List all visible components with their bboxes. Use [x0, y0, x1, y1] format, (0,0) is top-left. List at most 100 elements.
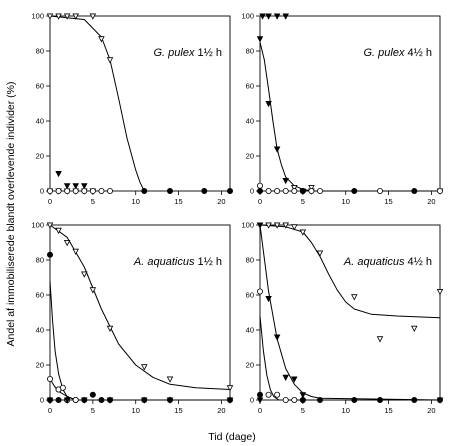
data-point-circle-filled — [141, 187, 148, 194]
data-point-circle-open — [72, 396, 79, 403]
x-tick-label: 15 — [384, 406, 392, 415]
data-point-circle-open — [265, 187, 272, 194]
data-point-circle-open — [55, 187, 62, 194]
fit-curve-circle-open — [259, 315, 440, 401]
panel-a-aquaticus-4-5h: 0 20 40 60 80 100 0 5 10 15 20 A. aquaticus 4½ h — [241, 221, 444, 415]
data-point-circle-open — [89, 187, 96, 194]
y-tick-label: 20 — [36, 361, 44, 370]
data-point-triangle-down-filled — [273, 13, 281, 20]
data-point-triangle-down-open — [411, 325, 418, 332]
data-point-circle-open — [291, 396, 298, 403]
data-point-circle-filled — [299, 187, 306, 194]
data-point-circle-filled — [411, 187, 418, 194]
data-point-triangle-down-filled — [282, 178, 289, 185]
data-point-circle-filled — [256, 391, 263, 398]
data-point-triangle-down-open — [89, 287, 97, 294]
data-point-triangle-down-filled — [63, 183, 71, 190]
plot-frame — [259, 224, 441, 401]
data-point-circle-open — [47, 375, 54, 382]
panel-g-pulex-1-5h: 0 20 40 60 80 100 0 5 10 15 20 G. pulex 1½ h — [31, 12, 233, 206]
data-point-triangle-down-filled — [106, 397, 114, 404]
data-point-triangle-down-filled — [256, 397, 264, 404]
panel-g-pulex-4-5h: 0 20 40 60 80 100 0 5 10 15 20 G. pulex 4½ h — [241, 12, 444, 206]
data-point-circle-open — [64, 187, 71, 194]
data-point-circle-open — [81, 187, 88, 194]
y-tick-label: 60 — [36, 291, 44, 300]
y-tick-label: 20 — [246, 152, 254, 161]
data-point-circle-filled — [226, 187, 233, 194]
x-tick-label: 20 — [217, 406, 225, 415]
data-point-triangle-down-open — [98, 36, 105, 43]
plot-frame — [259, 15, 441, 192]
data-point-triangle-down-filled — [259, 13, 266, 20]
data-point-triangle-down-open — [291, 185, 298, 192]
data-point-triangle-down-filled — [273, 146, 281, 153]
data-point-circle-filled — [166, 187, 173, 194]
data-point-triangle-down-open — [106, 325, 114, 332]
data-point-circle-filled — [47, 251, 54, 258]
data-point-circle-open — [107, 187, 114, 194]
data-point-circle-filled — [351, 396, 358, 403]
data-point-triangle-down-open — [291, 224, 298, 231]
data-point-triangle-down-filled — [46, 397, 54, 404]
data-point-circle-filled — [256, 187, 263, 194]
panel-title: A. aquaticus 4½ h — [343, 256, 432, 268]
data-point-triangle-down-open — [46, 13, 54, 20]
panel-title: G. pulex 4½ h — [364, 47, 433, 59]
data-point-triangle-down-filled — [55, 171, 62, 178]
data-point-triangle-down-open — [89, 13, 97, 20]
data-point-triangle-down-open — [72, 13, 79, 20]
data-point-triangle-down-open — [46, 222, 54, 229]
x-tick-label: 0 — [48, 197, 52, 206]
data-point-triangle-down-filled — [81, 183, 88, 190]
x-tick-label: 5 — [91, 197, 95, 206]
data-point-circle-filled — [316, 396, 323, 403]
x-tick-label: 15 — [174, 406, 182, 415]
data-point-triangle-down-open — [436, 289, 444, 296]
y-tick-label: 60 — [246, 291, 254, 300]
data-point-circle-open — [282, 187, 289, 194]
y-tick-label: 100 — [31, 221, 44, 230]
data-point-triangle-down-open — [63, 240, 71, 247]
data-point-triangle-down-filled — [282, 374, 289, 381]
data-point-circle-open — [256, 288, 263, 295]
data-point-circle-open — [308, 187, 315, 194]
x-tick-label: 10 — [132, 406, 140, 415]
panel-title: A. aquaticus 1½ h — [133, 256, 222, 268]
data-point-triangle-down-filled — [63, 397, 71, 404]
x-tick-label: 10 — [342, 197, 350, 206]
data-point-triangle-down-filled — [226, 397, 234, 404]
y-tick-label: 60 — [246, 82, 254, 91]
data-point-circle-open — [436, 187, 443, 194]
y-tick-label: 80 — [36, 47, 44, 56]
x-tick-label: 10 — [132, 197, 140, 206]
data-point-circle-filled — [299, 396, 306, 403]
data-point-triangle-down-open — [63, 13, 71, 20]
data-point-circle-filled — [376, 396, 383, 403]
data-point-triangle-down-open — [273, 222, 281, 229]
x-tick-label: 20 — [427, 197, 435, 206]
x-tick-label: 5 — [91, 406, 95, 415]
data-point-circle-filled — [201, 187, 208, 194]
y-tick-label: 0 — [40, 187, 44, 196]
x-tick-label: 0 — [258, 197, 262, 206]
data-point-triangle-down-open — [282, 222, 289, 229]
data-point-circle-open — [316, 187, 323, 194]
fit-curve-triangle-down-filled — [259, 224, 441, 401]
y-tick-label: 80 — [246, 256, 254, 265]
data-point-circle-open — [59, 384, 66, 391]
data-point-triangle-down-filled — [72, 183, 79, 190]
data-point-triangle-down-filled — [265, 13, 272, 20]
y-tick-label: 60 — [36, 82, 44, 91]
data-point-triangle-down-open — [316, 250, 324, 257]
data-point-triangle-down-open — [265, 222, 272, 229]
plot-frame — [49, 15, 231, 192]
x-tick-label: 15 — [384, 197, 392, 206]
data-point-triangle-down-open — [351, 294, 358, 301]
data-point-triangle-down-filled — [265, 296, 272, 303]
data-point-circle-filled — [55, 396, 62, 403]
y-tick-label: 0 — [250, 187, 254, 196]
y-tick-label: 40 — [246, 326, 254, 335]
data-point-triangle-down-open — [81, 271, 88, 278]
